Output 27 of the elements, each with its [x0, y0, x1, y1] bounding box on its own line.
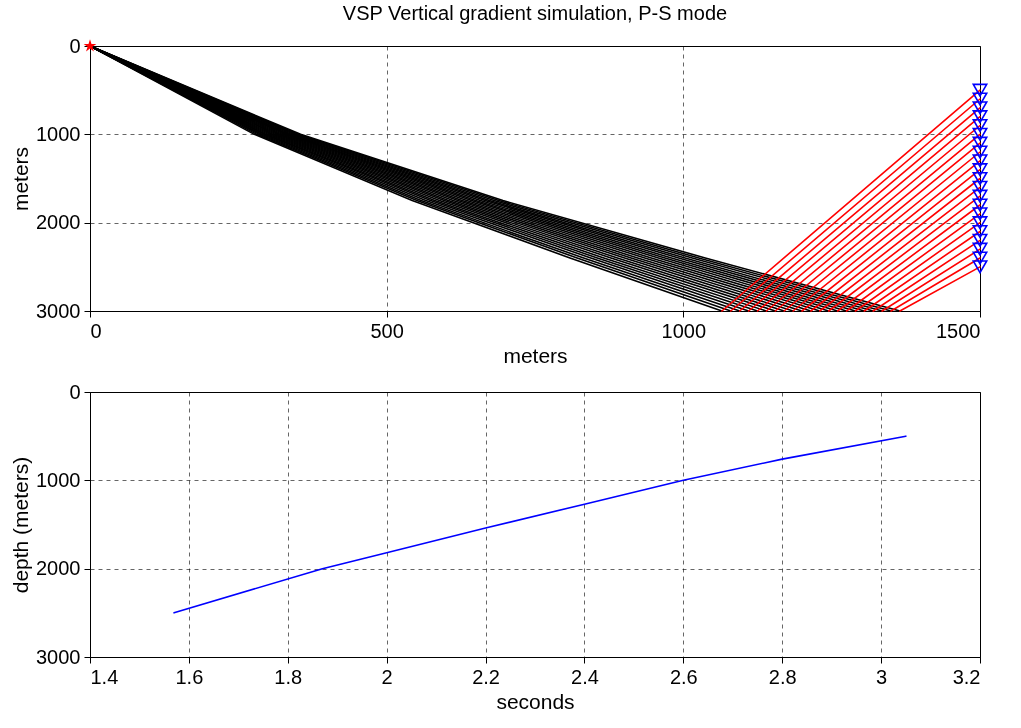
x-tick-label: 1.6: [175, 665, 204, 688]
y-tick-label: 0: [69, 380, 81, 403]
x-tick-label: 3.2: [952, 665, 981, 688]
chart-title: VSP Vertical gradient simulation, P-S mode: [342, 2, 728, 24]
y-axis-title: depth (meters): [9, 456, 33, 594]
x-tick-label: 1500: [936, 319, 981, 342]
x-tick-label: 2.4: [571, 665, 599, 688]
x-axis-title: meters: [503, 343, 568, 367]
x-axis-title: seconds: [496, 689, 575, 713]
y-tick-label: 1000: [36, 122, 81, 145]
y-tick-label: 3000: [36, 299, 81, 322]
x-tick-label: 1.8: [274, 665, 303, 688]
x-tick-label: 2.6: [669, 665, 698, 688]
y-tick-label: 0: [69, 34, 81, 57]
x-tick-label: 2.8: [768, 665, 797, 688]
x-tick-label: 1000: [661, 319, 707, 342]
y-tick-label: 1000: [36, 468, 81, 491]
x-tick-label: 1.4: [90, 665, 119, 688]
x-tick-label: 500: [370, 319, 404, 342]
x-tick-label: 3: [876, 665, 888, 688]
x-tick-label: 0: [90, 319, 102, 342]
y-tick-label: 2000: [36, 211, 81, 234]
x-tick-label: 2.2: [472, 665, 500, 688]
y-tick-label: 3000: [36, 645, 81, 668]
y-tick-label: 2000: [36, 557, 81, 580]
y-axis-title: meters: [9, 146, 33, 212]
x-tick-label: 2: [381, 665, 393, 688]
